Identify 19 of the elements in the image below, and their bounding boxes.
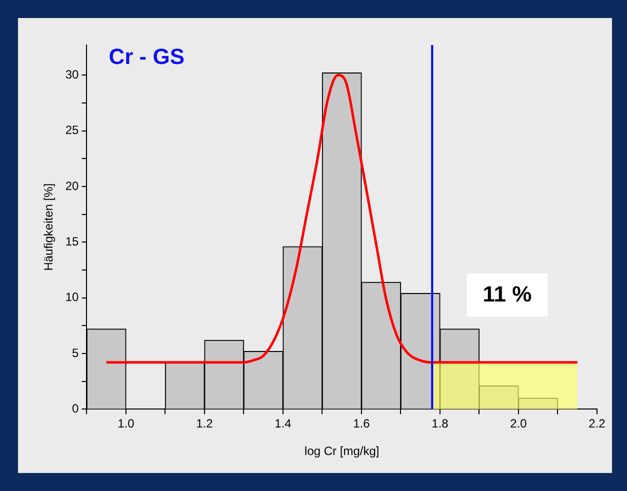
y-tick-label: 25 [65,123,80,138]
y-axis-title: Häufigkeiten [%] [42,183,56,271]
x-tick-label: 2.0 [510,416,528,431]
line-series [105,74,579,364]
x-axis-title: log Cr [mg/kg] [304,444,380,458]
x-tick-label: 1.4 [274,416,292,431]
x-tick-label: 1.8 [432,416,449,431]
y-tick-label: 10 [65,290,80,304]
y-tick-label: 0 [72,402,80,416]
x-tick-label: 1.6 [353,416,370,431]
x-tick-label: 2.2 [588,416,606,431]
x-tick-label: 1.0 [118,416,135,431]
y-tick-label: 15 [65,234,80,248]
y-tick-label: 30 [65,67,80,82]
y-tick-label: 20 [65,178,80,193]
chart-title: Cr - GS [108,44,185,70]
y-tick-label: 5 [72,346,80,360]
annotation: 11 % [482,282,532,307]
x-tick-label: 1.2 [196,416,214,431]
